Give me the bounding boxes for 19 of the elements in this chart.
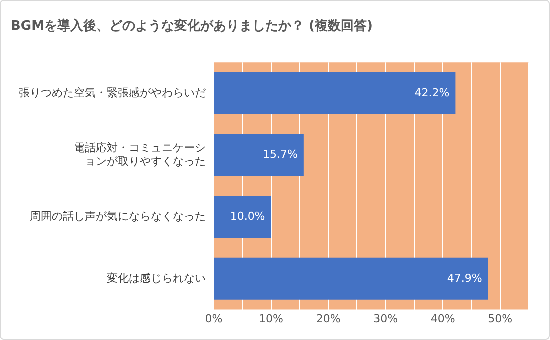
x-tick-label: 30% [374, 312, 398, 326]
bar [214, 134, 304, 176]
x-tick-label: 10% [259, 312, 284, 326]
data-label: 15.7% [262, 148, 298, 162]
data-label: 10.0% [230, 210, 266, 223]
x-tick-label: 50% [488, 312, 513, 326]
y-tick-label: 張りつめた空気・緊張感がやわらいだ [19, 86, 206, 100]
bar [214, 196, 272, 238]
y-tick-label: 周囲の話し声が気にならなくなった [30, 210, 206, 223]
chart-title: BGMを導入後、どのような変化がありましたか？ (複数回答) [11, 18, 373, 34]
bar [214, 258, 488, 300]
data-label: 47.9% [447, 272, 482, 285]
x-tick-label: 40% [430, 312, 456, 326]
data-label: 42.2% [414, 86, 450, 100]
x-tick-label: 0% [205, 312, 223, 326]
bar [214, 72, 456, 115]
y-tick-label: 変化は感じられない [107, 272, 206, 285]
y-tick-label: 電話応対・コミュニケーションが取りやすくなった [74, 142, 206, 168]
x-tick-label: 20% [316, 312, 341, 326]
